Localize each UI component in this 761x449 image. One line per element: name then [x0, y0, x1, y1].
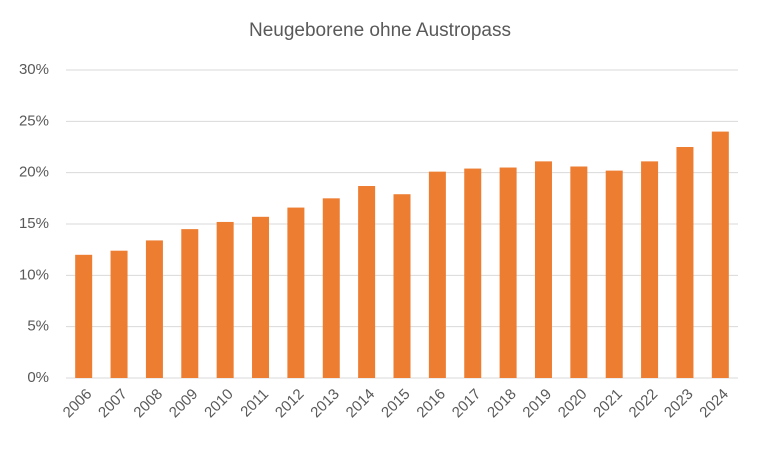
- bar: [676, 147, 694, 378]
- bar: [428, 171, 446, 378]
- x-tick-label: 2017: [449, 386, 485, 422]
- chart-title: Neugeborene ohne Austropass: [249, 20, 511, 41]
- bar: [393, 194, 411, 378]
- bar: [358, 186, 376, 378]
- bar: [499, 167, 517, 378]
- bar: [110, 250, 128, 378]
- x-tick-label: 2015: [378, 386, 414, 422]
- x-tick-label: 2012: [272, 386, 308, 422]
- y-tick-label: 30%: [19, 61, 49, 78]
- bar: [711, 131, 729, 378]
- x-tick-label: 2007: [95, 386, 131, 422]
- x-tick-label: 2006: [60, 386, 96, 422]
- y-tick-label: 15%: [19, 215, 49, 232]
- y-tick-label: 20%: [19, 164, 49, 181]
- x-tick-label: 2020: [555, 386, 591, 422]
- bar: [322, 198, 340, 378]
- bar: [534, 161, 552, 378]
- x-tick-label: 2016: [413, 386, 449, 422]
- bar: [216, 221, 234, 378]
- bar: [145, 240, 163, 378]
- bar: [252, 216, 270, 378]
- bar: [464, 168, 482, 378]
- y-tick-label: 5%: [27, 318, 49, 335]
- bar: [287, 207, 305, 378]
- bar: [605, 170, 623, 378]
- bar: [641, 161, 659, 378]
- bar: [570, 166, 588, 378]
- y-tick-label: 10%: [19, 266, 49, 283]
- bar: [181, 229, 199, 378]
- x-tick-label: 2013: [307, 386, 343, 422]
- y-tick-label: 25%: [19, 112, 49, 129]
- x-tick-label: 2024: [696, 386, 732, 422]
- x-tick-label: 2023: [661, 386, 697, 422]
- x-tick-label: 2010: [201, 386, 237, 422]
- x-tick-label: 2018: [484, 386, 520, 422]
- x-tick-label: 2014: [343, 386, 379, 422]
- x-tick-label: 2019: [519, 386, 555, 422]
- bar: [75, 254, 93, 378]
- x-tick-label: 2022: [626, 386, 662, 422]
- x-tick-label: 2009: [166, 386, 202, 422]
- y-tick-label: 0%: [27, 369, 49, 386]
- x-tick-label: 2008: [130, 386, 166, 422]
- x-tick-label: 2011: [237, 386, 272, 421]
- x-tick-label: 2021: [590, 386, 626, 422]
